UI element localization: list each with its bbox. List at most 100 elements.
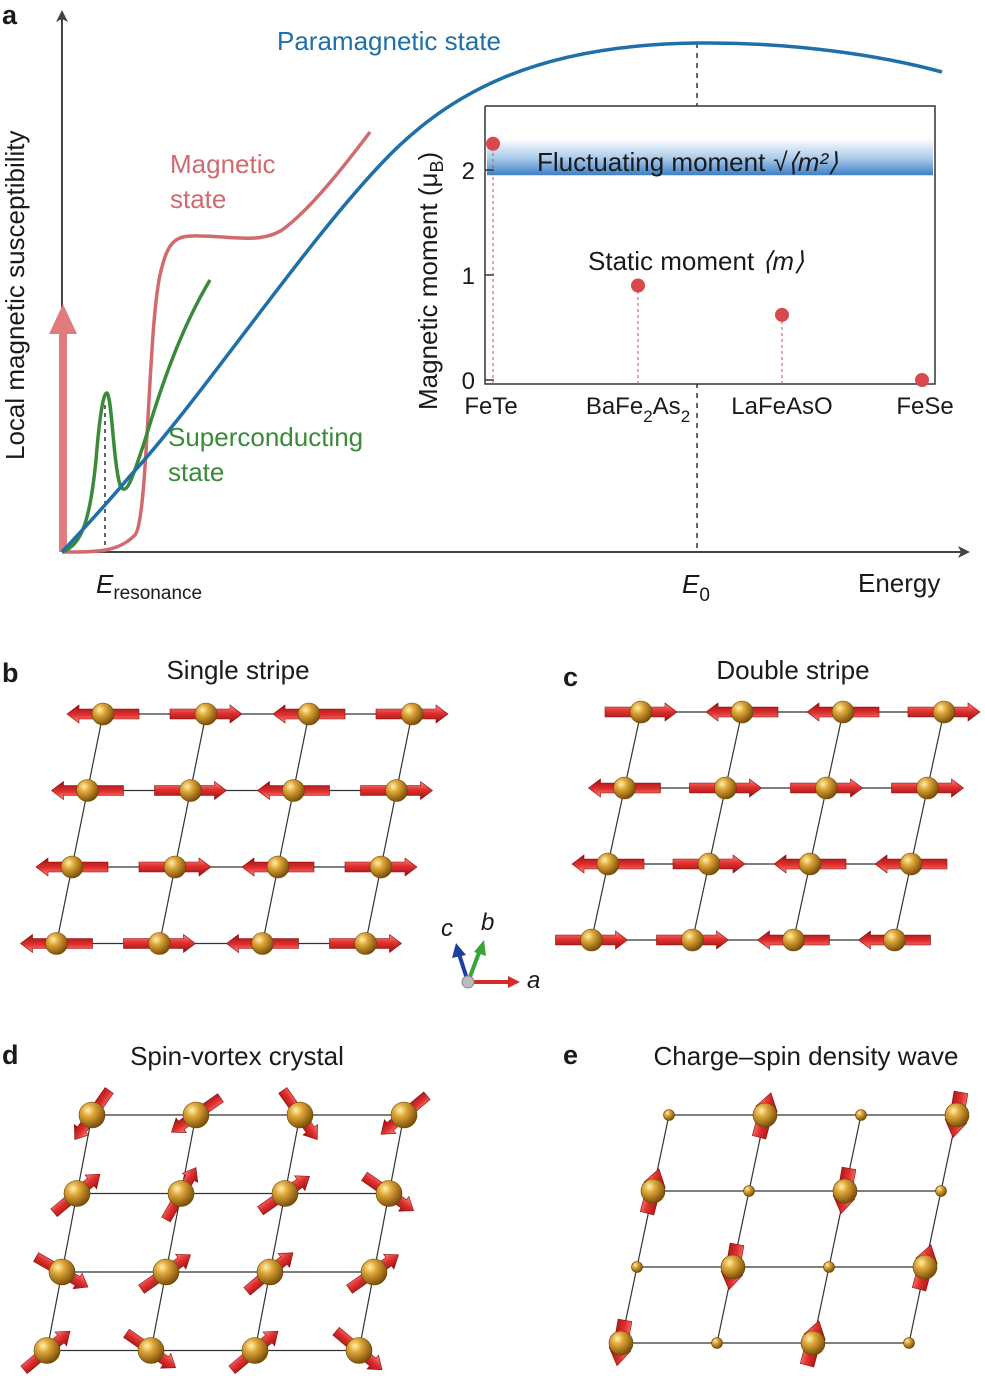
lattice-bond [269,1193,286,1273]
inset-point-lafeaso [775,307,789,322]
fe-atom [800,1330,826,1356]
lattice-bond [910,787,929,865]
superconducting-label-line1: Superconducting [168,422,363,452]
fe-atom [714,776,737,800]
lattice-bond [708,787,727,865]
inset-y-tick-label: 2 [462,158,475,185]
lattice-bond [388,1114,405,1194]
fe-atom [596,852,620,876]
fe-atom [798,852,822,876]
lattice-bond [158,866,176,944]
lattice-bond [825,711,844,789]
lattice-bond [150,1271,167,1351]
fe-atom [743,1185,755,1197]
fe-atom [167,1180,195,1207]
panel-d-letter: d [2,1040,19,1070]
fe-atom [241,1337,269,1364]
magnetic-label-line1: Magnetic [170,149,276,179]
paramagnetic-curve [60,41,943,554]
lattice-bond [607,787,626,865]
panel-d-title: Spin-vortex crystal [130,1041,344,1071]
fe-atom [282,779,305,802]
lattice-bond [254,1271,271,1351]
fe-atom [899,852,923,876]
fe-atom [286,1101,314,1129]
inset-y-axis-label: Magnetic moment (μB) [413,152,447,410]
fe-atom [720,1254,746,1280]
fe-atom [782,928,805,952]
fe-atom [883,928,906,952]
superconducting-label-line2: state [168,457,224,487]
fe-atom [256,1258,284,1286]
lattice-bond [358,1271,375,1351]
fe-atom [631,1261,643,1273]
triad-a-label: a [527,967,540,994]
triad-c-label: c [441,915,453,942]
fe-atom [375,1180,403,1207]
inset-chart: 0 1 2 FeTe BaFe2As2 LaFeAsO FeSe Fluctuating … [413,105,954,426]
panel-e-letter: e [563,1040,578,1070]
panel-c-lattice [555,700,981,952]
inset-points [486,136,929,387]
fe-atom [390,1101,418,1129]
fe-atom [681,928,704,952]
lattice-bond [61,1193,78,1273]
fe-atom [271,1180,299,1207]
inset-point-bafe2as2 [631,278,645,293]
fe-atom [163,855,187,879]
fe-atom [45,932,68,955]
lattice-bond [364,866,382,944]
fe-atom [916,776,939,800]
panel-d-lattice [20,1087,431,1375]
fe-atom [385,779,408,802]
lattice-bond [809,787,828,865]
fe-atom [640,1178,666,1204]
lattice-bond [71,790,89,868]
fe-atom [580,928,603,952]
axes-triad: a b c [441,909,540,994]
fe-atom [730,700,754,724]
panel-c-letter: c [563,662,578,692]
triad-a-head [508,976,520,988]
lattice-bond [373,1193,390,1273]
inset-x-tick-labels: FeTe BaFe2As2 LaFeAsO FeSe [464,393,953,426]
lattice-bond [792,863,811,941]
panel-c-title: Double stripe [716,655,869,685]
lattice-bond [189,713,207,791]
fe-atom [148,932,171,955]
inset-point-fete [486,136,500,151]
fe-atom [297,702,321,726]
fe-atom [711,1337,723,1349]
fe-atom [815,776,838,800]
lattice-bond [380,790,398,868]
fe-atom [608,1330,634,1356]
fe-atom [903,1337,915,1349]
fe-atom [912,1254,938,1280]
lattice-bond [926,711,945,789]
lattice-bond [76,1114,93,1194]
lattice-bond [893,863,912,941]
lattice-bond [623,711,642,789]
fe-atom [78,1101,106,1129]
fluctuating-moment-band [487,138,933,176]
lattice-bond [292,713,310,791]
fe-atom [251,932,274,955]
fe-atom [194,702,218,726]
lattice-bond [277,790,295,868]
inset-x-tick-label: FeSe [896,393,953,420]
fe-atom [832,1178,858,1204]
fe-atom [663,1109,675,1121]
fe-atom [752,1102,778,1128]
magnetic-curve [61,130,372,554]
inset-y-tick-label: 1 [462,263,475,290]
inset-x-tick-label: FeTe [464,393,517,420]
fe-atom [182,1101,210,1129]
fe-atom [935,1185,947,1197]
fe-atom [613,776,636,800]
resonance-arrow [49,304,77,552]
panel-a: a Local magnetic susceptibility Paramagn… [0,0,970,606]
inset-x-tick-label: LaFeAsO [731,393,832,420]
fe-atom [855,1109,867,1121]
fe-atom [63,1180,91,1207]
